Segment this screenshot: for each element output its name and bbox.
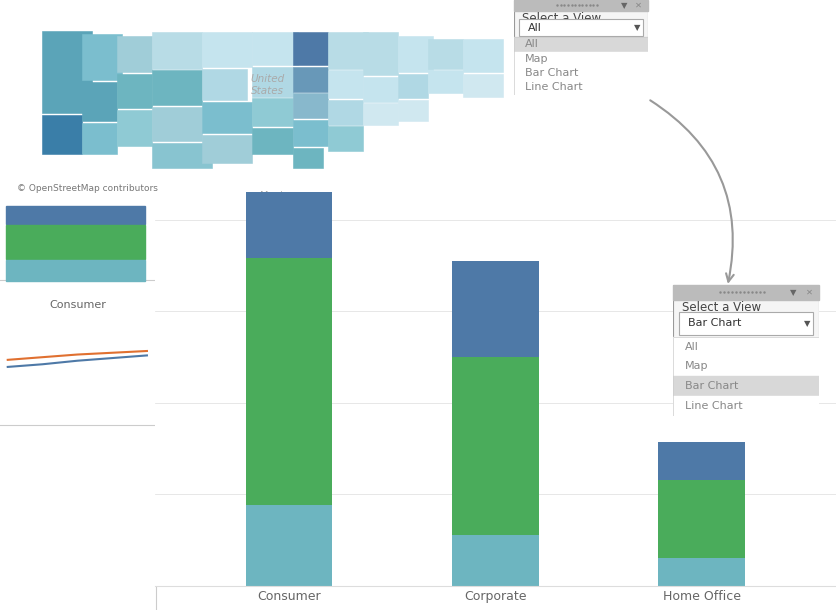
Bar bbox=[673, 396, 819, 416]
Bar bbox=[463, 74, 503, 97]
Bar bbox=[514, 37, 648, 95]
Text: Line Chart: Line Chart bbox=[685, 401, 742, 411]
Text: Bar Chart: Bar Chart bbox=[685, 381, 738, 391]
Bar bbox=[42, 115, 82, 154]
Bar bbox=[328, 32, 368, 69]
Bar bbox=[463, 39, 503, 72]
Text: © OpenStreetMap contributors: © OpenStreetMap contributors bbox=[17, 184, 158, 193]
Bar bbox=[452, 536, 538, 586]
Bar bbox=[202, 32, 252, 67]
Text: Bar Chart: Bar Chart bbox=[525, 68, 579, 78]
Text: All: All bbox=[528, 23, 542, 33]
Bar bbox=[6, 225, 145, 259]
Text: Select a View: Select a View bbox=[682, 301, 761, 314]
Bar bbox=[514, 66, 648, 81]
Text: ▼: ▼ bbox=[620, 1, 627, 10]
Bar bbox=[673, 356, 819, 376]
Bar bbox=[293, 148, 323, 168]
Bar bbox=[519, 20, 643, 36]
Text: Line Chart: Line Chart bbox=[525, 82, 583, 92]
Bar bbox=[6, 206, 145, 223]
Bar bbox=[428, 39, 463, 69]
Bar bbox=[246, 258, 332, 505]
Text: All: All bbox=[525, 40, 538, 49]
Bar bbox=[293, 32, 328, 65]
Bar bbox=[117, 74, 152, 108]
Text: ✕: ✕ bbox=[635, 1, 642, 10]
Bar bbox=[659, 481, 745, 558]
Bar bbox=[363, 103, 398, 124]
Bar bbox=[252, 67, 293, 97]
Bar bbox=[452, 261, 538, 357]
Bar bbox=[328, 100, 363, 124]
Bar bbox=[246, 505, 332, 586]
Bar bbox=[152, 32, 202, 69]
Text: Consumer: Consumer bbox=[48, 300, 106, 309]
Bar bbox=[673, 337, 819, 416]
Bar bbox=[673, 285, 819, 300]
Bar bbox=[82, 82, 117, 121]
Bar bbox=[514, 52, 648, 66]
Bar bbox=[363, 32, 398, 75]
Bar bbox=[117, 110, 152, 146]
Bar bbox=[363, 77, 398, 102]
Bar bbox=[328, 70, 363, 98]
Bar bbox=[673, 337, 819, 356]
FancyArrowPatch shape bbox=[650, 100, 734, 282]
Bar bbox=[293, 67, 328, 91]
Text: ▼: ▼ bbox=[634, 23, 640, 32]
Text: Select a View: Select a View bbox=[522, 12, 601, 25]
Bar bbox=[328, 126, 363, 151]
Bar bbox=[202, 135, 252, 162]
Text: United
States: United States bbox=[251, 74, 284, 96]
Bar bbox=[6, 260, 145, 281]
Text: ▼: ▼ bbox=[790, 288, 796, 297]
Bar bbox=[293, 93, 328, 118]
Bar bbox=[514, 81, 648, 95]
Bar bbox=[514, 0, 648, 11]
Text: Mexico: Mexico bbox=[261, 190, 294, 201]
Bar bbox=[82, 123, 117, 154]
Bar bbox=[246, 107, 332, 258]
Bar bbox=[152, 70, 202, 105]
Text: ▼: ▼ bbox=[804, 319, 811, 328]
Bar bbox=[152, 107, 202, 141]
Bar bbox=[398, 74, 428, 98]
Bar bbox=[398, 100, 428, 121]
Text: Bar Chart: Bar Chart bbox=[687, 318, 741, 328]
Bar bbox=[202, 102, 252, 133]
Bar bbox=[673, 376, 819, 396]
Text: Map: Map bbox=[685, 362, 708, 371]
Text: All: All bbox=[685, 342, 699, 351]
Bar bbox=[42, 31, 92, 113]
Bar bbox=[252, 128, 293, 154]
Bar bbox=[0, 0, 836, 425]
Bar bbox=[452, 357, 538, 536]
Text: ✕: ✕ bbox=[806, 288, 813, 297]
Bar bbox=[82, 34, 122, 81]
Text: Map: Map bbox=[525, 54, 548, 64]
Bar bbox=[252, 98, 293, 126]
Bar bbox=[117, 36, 152, 72]
Bar bbox=[428, 70, 463, 93]
Bar bbox=[514, 37, 648, 52]
Bar bbox=[398, 36, 433, 72]
Bar bbox=[293, 120, 328, 146]
Bar bbox=[659, 558, 745, 586]
Bar bbox=[252, 32, 298, 65]
Bar bbox=[659, 442, 745, 481]
Bar bbox=[679, 312, 813, 335]
Bar bbox=[152, 143, 212, 168]
Bar bbox=[202, 69, 247, 100]
